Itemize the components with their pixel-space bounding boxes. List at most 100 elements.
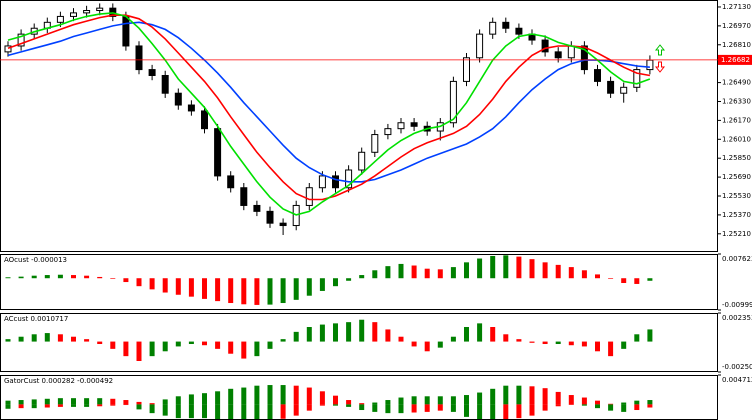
histogram-bar [254,341,260,357]
panel-plot [5,319,653,361]
gator-bar [595,400,600,405]
histogram-bar [372,322,378,342]
gator-bar [149,404,155,414]
gator-bar [267,404,273,419]
histogram-bar [464,262,469,279]
gator-bar [568,404,574,405]
panel-frame [0,0,718,252]
candle-body [279,222,287,227]
gator-bar [555,404,561,407]
histogram-bar [228,278,234,304]
candle-body [4,45,12,53]
histogram-bar [385,266,391,279]
candle-body [214,128,222,177]
histogram-bar [57,274,63,279]
histogram-bar [319,324,325,342]
histogram-bar [97,341,103,345]
histogram-bar [385,329,391,342]
gator-bar [123,404,129,406]
gator-bar [477,392,483,405]
gator-bar [5,400,11,405]
histogram-bar [503,255,509,279]
gator-bar [359,403,365,405]
candle-body [96,7,104,12]
histogram-bar [634,278,640,284]
buy-arrow [654,44,666,56]
histogram-bar [57,334,63,342]
gator-bar [359,404,365,411]
candle-body [567,45,575,59]
gator-bar [228,404,234,419]
histogram-bar [359,275,365,279]
gator-bar [254,404,260,419]
y-tick-label: 1.26810 [722,41,751,49]
candle-body [646,59,654,71]
histogram-bar [71,275,76,279]
candle-body [541,39,549,53]
candle-body [554,51,562,59]
gator-bar [280,385,286,405]
histogram-bar [162,341,168,352]
histogram-bar [333,323,338,342]
histogram-bar [490,327,496,342]
y-tick-label: 1.25210 [722,230,751,238]
histogram-bar [149,278,155,290]
histogram-bar [18,336,24,342]
gator-bar [568,395,574,405]
gator-bar [97,398,103,405]
candle-body [240,187,248,206]
gator-bar [31,399,37,405]
histogram-bar [319,278,325,291]
histogram-bar [437,341,443,348]
candle-body [449,80,457,124]
panel-plot [5,255,653,305]
histogram-bar [110,278,116,279]
histogram-bar [346,278,352,281]
candle-body [318,175,326,189]
histogram-bar [280,278,286,304]
histogram-bar [424,268,430,279]
gator-bar [346,404,352,407]
gator-bar [398,397,404,405]
histogram-bar [280,339,286,342]
candle-body [476,33,484,59]
candle-body [410,122,418,127]
candle-body [201,110,208,130]
histogram-bar [136,341,142,361]
histogram-bar [31,334,37,342]
y-tick-label: -0.009996 [722,301,752,309]
gator-bar [595,404,600,409]
histogram-bar [568,341,574,346]
y-tick-label: 0.007623 [722,255,752,263]
gator-bar [162,404,168,416]
gator-bar [84,398,90,405]
histogram-bar [123,341,129,357]
gator-bar [450,396,456,405]
histogram-bar [477,323,483,342]
histogram-bar [293,278,299,300]
histogram-bar [647,329,653,342]
histogram-bar [202,341,207,346]
gator-bar [464,395,469,405]
gator-bar [280,404,286,419]
gator-bar [136,404,142,410]
gator-bar [44,398,50,405]
gator-bar [71,398,76,405]
histogram-bar [162,278,168,293]
candle-body [187,104,195,112]
gator-bar [202,404,207,419]
gator-bar [516,404,522,419]
histogram-bar [215,278,221,302]
gator-bar [333,395,338,405]
gator-bar [228,388,234,405]
gator-bar [647,400,653,405]
gator-bar [110,398,116,405]
gator-bar [503,385,509,405]
histogram-bar [372,270,378,279]
histogram-bar [5,277,11,279]
histogram-bar [450,336,456,342]
candle-body [266,210,274,224]
gator-bar [293,385,299,405]
